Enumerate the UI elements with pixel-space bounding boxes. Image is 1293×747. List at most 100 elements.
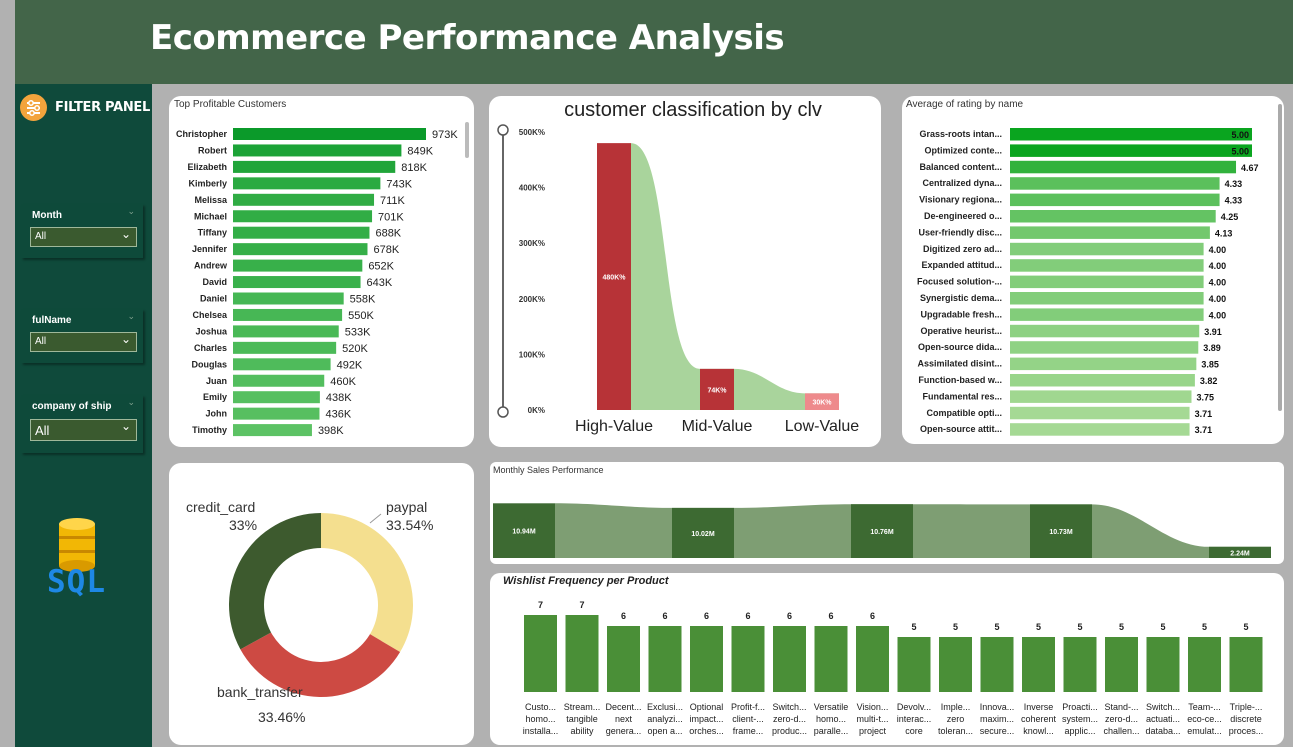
data-label: 436K xyxy=(325,409,351,421)
bar xyxy=(672,507,734,558)
data-label: 652K xyxy=(368,261,394,273)
bar xyxy=(1105,637,1138,692)
data-label: 74K% xyxy=(707,387,727,394)
bar xyxy=(1010,177,1220,190)
x-tick-label: project xyxy=(859,726,887,736)
data-label: 550K xyxy=(348,310,374,322)
chevron-down-icon[interactable]: ⌄ xyxy=(127,206,135,216)
bar xyxy=(805,393,839,410)
category-label: Focused solution-... xyxy=(917,277,1002,287)
category-label: Timothy xyxy=(192,425,227,435)
x-tick-label: knowl... xyxy=(1023,726,1054,736)
category-label: Upgradable fresh... xyxy=(920,309,1002,319)
x-tick-label: Vision... xyxy=(857,702,889,712)
legend-value: 33.54% xyxy=(386,517,433,533)
legend-label: paypal xyxy=(386,499,427,515)
scrollbar[interactable] xyxy=(1278,104,1282,411)
dropdown-value: All xyxy=(35,231,47,242)
data-label: 3.71 xyxy=(1195,409,1213,419)
chevron-down-icon: ⌄ xyxy=(120,419,131,433)
scrollbar[interactable] xyxy=(465,122,469,158)
category-label: Synergistic dema... xyxy=(920,293,1002,303)
bar xyxy=(233,374,325,387)
category-label: Emily xyxy=(203,392,227,402)
bar xyxy=(233,424,312,437)
category-label: Kimberly xyxy=(188,178,227,188)
data-label: 643K xyxy=(367,277,393,289)
x-tick-label: Innova... xyxy=(980,702,1015,712)
x-tick-label: Devolv... xyxy=(897,702,931,712)
bar xyxy=(233,210,373,223)
data-label: 711K xyxy=(380,195,406,207)
bar xyxy=(1010,193,1220,207)
x-tick-label: Switch... xyxy=(1146,702,1180,712)
monthly-sales-chart: 10.94M 10.02M 10.76M 10.73M 2.24M xyxy=(493,503,1271,558)
bar xyxy=(233,292,344,305)
x-tick-label: homo... xyxy=(816,714,846,724)
legend-value: 33.46% xyxy=(258,709,305,725)
x-tick-label: Decent... xyxy=(605,702,641,712)
x-tick-label: Team-... xyxy=(1188,702,1221,712)
fullname-dropdown[interactable]: All ⌄ xyxy=(30,332,137,352)
data-label: 6 xyxy=(621,611,626,621)
database-icon xyxy=(59,518,95,572)
data-label: 5 xyxy=(1077,622,1082,632)
bar xyxy=(1010,341,1199,354)
bar xyxy=(233,226,370,239)
filter-icon xyxy=(20,94,47,121)
x-tick-label: emulat... xyxy=(1187,726,1222,736)
bar xyxy=(565,615,599,692)
category-label: John xyxy=(206,409,228,419)
clv-chart: customer classification by clv 500K% 400K%… xyxy=(497,99,859,435)
clv-card: customer classification by clv 500K% 400K%… xyxy=(489,96,881,447)
bar xyxy=(1010,390,1192,403)
bar xyxy=(1010,406,1190,420)
y-tick-label: 400K% xyxy=(519,184,545,193)
category-label: Balanced content... xyxy=(919,162,1002,172)
data-label: 973K xyxy=(432,129,458,141)
data-label: 398K xyxy=(318,425,344,437)
x-tick-label: Versatile xyxy=(814,702,849,712)
category-label: Expanded attitud... xyxy=(921,260,1002,270)
x-tick-label: coherent xyxy=(1021,714,1057,724)
donut-slice xyxy=(229,513,321,650)
sql-label: SQL xyxy=(47,564,106,600)
company-dropdown[interactable]: All ⌄ xyxy=(30,419,137,441)
data-label: 5 xyxy=(1160,622,1165,632)
x-tick-label: paralle... xyxy=(814,726,849,736)
payment-donut-chart: paypal 33.54% bank_transfer 33.46% credit_ca… xyxy=(186,499,433,725)
bar xyxy=(690,626,723,692)
leader-line xyxy=(369,513,382,524)
slicer-company-of-ship: company of ship ⌄ All ⌄ xyxy=(21,395,143,453)
bar xyxy=(1022,637,1055,692)
data-label: 5 xyxy=(1036,622,1041,632)
data-label: 10.76M xyxy=(870,529,894,536)
chevron-down-icon[interactable]: ⌄ xyxy=(127,397,135,407)
x-tick-label: High-Value xyxy=(575,418,653,435)
chart-title: Monthly Sales Performance xyxy=(493,465,604,475)
x-tick-label: Triple-... xyxy=(1230,702,1263,712)
bar xyxy=(1146,637,1180,692)
legend-value: 33% xyxy=(229,517,257,533)
chevron-down-icon: ⌄ xyxy=(120,227,131,241)
data-label: 678K xyxy=(373,244,399,256)
bar xyxy=(851,504,913,558)
month-dropdown[interactable]: All ⌄ xyxy=(30,227,137,247)
x-tick-label: client-... xyxy=(732,714,764,724)
bar xyxy=(233,341,337,354)
sql-logo: SQL xyxy=(45,514,125,604)
x-tick-label: zero-d... xyxy=(1105,714,1138,724)
chevron-down-icon[interactable]: ⌄ xyxy=(127,311,135,321)
bar xyxy=(493,503,555,558)
category-label: De-engineered o... xyxy=(924,211,1002,221)
rating-chart: Grass-roots intan... 5.00 Optimized conte.… xyxy=(917,128,1259,436)
x-tick-label: Optional xyxy=(690,702,724,712)
x-tick-label: Proacti... xyxy=(1062,702,1098,712)
x-tick-label: applic... xyxy=(1064,726,1095,736)
top-customers-chart: Christopher 973K Robert 849K Elizabeth 818K Ki… xyxy=(176,128,458,437)
slicer-month: Month ⌄ All ⌄ xyxy=(21,204,143,258)
data-label: 3.89 xyxy=(1203,343,1221,353)
data-label: 438K xyxy=(326,392,352,404)
x-tick-label: system... xyxy=(1062,714,1098,724)
legend-label: credit_card xyxy=(186,499,255,515)
